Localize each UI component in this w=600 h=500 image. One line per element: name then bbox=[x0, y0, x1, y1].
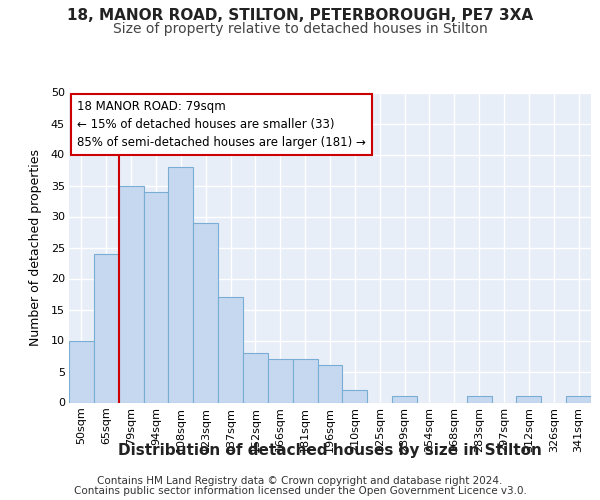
Bar bbox=[517, 396, 541, 402]
Text: Size of property relative to detached houses in Stilton: Size of property relative to detached ho… bbox=[113, 22, 487, 36]
Bar bbox=[293, 359, 317, 403]
Bar bbox=[143, 192, 169, 402]
Bar bbox=[193, 222, 218, 402]
Text: 18 MANOR ROAD: 79sqm
← 15% of detached houses are smaller (33)
85% of semi-detac: 18 MANOR ROAD: 79sqm ← 15% of detached h… bbox=[77, 100, 366, 149]
Bar bbox=[169, 167, 193, 402]
Y-axis label: Number of detached properties: Number of detached properties bbox=[29, 149, 43, 346]
Bar bbox=[467, 396, 491, 402]
Bar bbox=[268, 359, 293, 403]
Bar bbox=[317, 366, 343, 403]
Bar bbox=[94, 254, 119, 402]
Text: Distribution of detached houses by size in Stilton: Distribution of detached houses by size … bbox=[118, 442, 542, 458]
Bar bbox=[392, 396, 417, 402]
Text: 18, MANOR ROAD, STILTON, PETERBOROUGH, PE7 3XA: 18, MANOR ROAD, STILTON, PETERBOROUGH, P… bbox=[67, 8, 533, 22]
Bar bbox=[243, 353, 268, 403]
Bar bbox=[119, 186, 143, 402]
Text: Contains HM Land Registry data © Crown copyright and database right 2024.: Contains HM Land Registry data © Crown c… bbox=[97, 476, 503, 486]
Bar bbox=[69, 340, 94, 402]
Bar bbox=[343, 390, 367, 402]
Text: Contains public sector information licensed under the Open Government Licence v3: Contains public sector information licen… bbox=[74, 486, 526, 496]
Bar bbox=[566, 396, 591, 402]
Bar bbox=[218, 297, 243, 403]
